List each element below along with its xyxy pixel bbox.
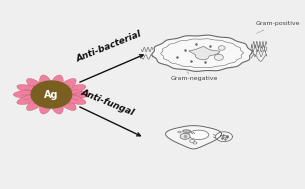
Ellipse shape (188, 130, 209, 139)
Ellipse shape (53, 78, 76, 97)
Text: Anti-bacterial: Anti-bacterial (75, 29, 143, 64)
Ellipse shape (55, 92, 86, 104)
Polygon shape (216, 132, 232, 142)
Text: Ag: Ag (44, 90, 59, 99)
Ellipse shape (27, 92, 50, 111)
Ellipse shape (49, 92, 63, 114)
Ellipse shape (56, 90, 89, 99)
Circle shape (31, 81, 72, 108)
Ellipse shape (40, 92, 54, 114)
Text: Gram-negative: Gram-negative (170, 72, 218, 81)
Ellipse shape (55, 85, 86, 97)
Ellipse shape (183, 130, 190, 132)
Text: Gram-positive: Gram-positive (256, 21, 300, 33)
Ellipse shape (17, 92, 48, 104)
Circle shape (218, 46, 225, 50)
Ellipse shape (223, 135, 227, 137)
Ellipse shape (180, 133, 190, 139)
Ellipse shape (40, 75, 54, 97)
Polygon shape (166, 126, 221, 149)
Polygon shape (189, 47, 220, 60)
Ellipse shape (190, 139, 195, 143)
Ellipse shape (193, 142, 197, 144)
Ellipse shape (27, 78, 50, 97)
Ellipse shape (13, 90, 47, 99)
Text: Anti-fungal: Anti-fungal (80, 87, 136, 117)
Ellipse shape (17, 85, 48, 97)
Ellipse shape (53, 92, 76, 111)
Ellipse shape (49, 75, 63, 97)
Ellipse shape (178, 131, 181, 133)
Polygon shape (152, 35, 252, 71)
Circle shape (214, 54, 224, 60)
